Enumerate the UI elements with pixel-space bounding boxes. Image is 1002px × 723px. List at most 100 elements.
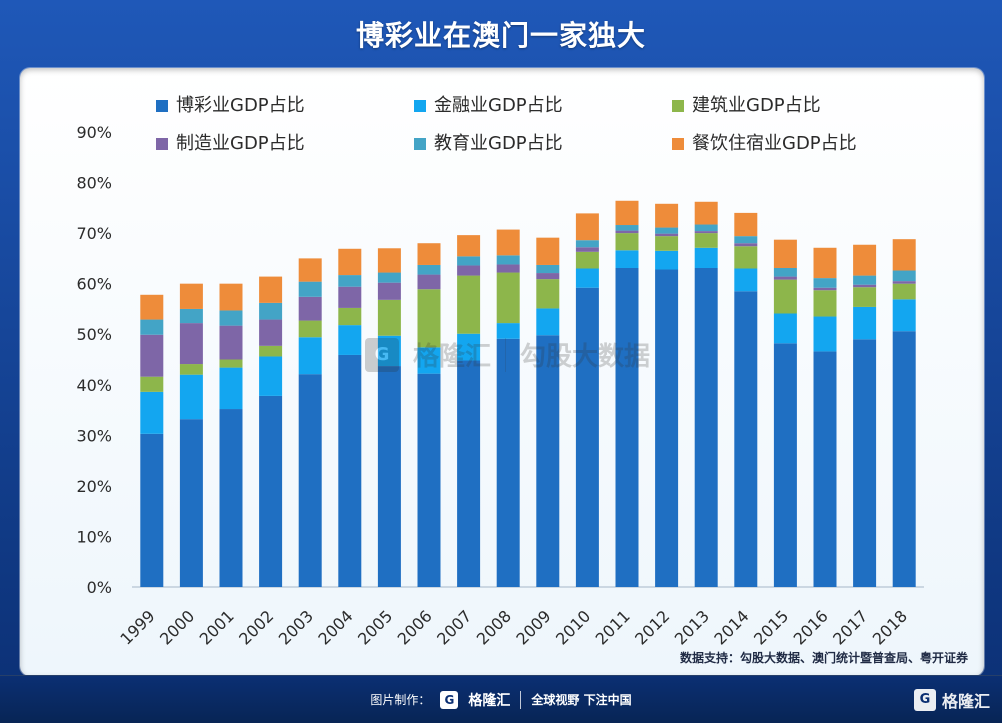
bar-segment [338,248,362,276]
bar-segment [179,283,203,309]
bar-segment [773,343,797,587]
bar-segment [219,325,243,360]
x-tick-label: 2002 [235,606,277,648]
bar-segment [773,239,797,268]
legend-label: 金融业GDP占比 [434,95,563,116]
header: 博彩业在澳门一家独大 [0,0,1002,68]
x-tick-label: 2016 [790,606,832,648]
bar-segment [813,287,837,291]
bar-segment [536,273,560,280]
x-tick-label: 2009 [512,606,554,648]
bar-segment [377,282,401,300]
bar-segment [655,250,679,270]
bar-segment [457,256,481,266]
bar-segment [417,274,441,290]
bar-segment [892,281,916,284]
bar-segment [457,265,481,276]
legend-swatch [156,138,168,150]
x-tick-label: 2004 [314,606,356,648]
bar-segment [734,291,758,587]
bar-segment [417,243,441,265]
bar-segment [892,239,916,271]
bar-segment [694,247,718,268]
bar-segment [377,272,401,283]
x-tick-label: 2013 [671,606,713,648]
bar-segment [813,351,837,587]
bar-segment [496,229,520,256]
bar-segment [219,409,243,587]
footer-center: 图片制作： G 格隆汇 全球视野 下注中国 [0,676,1002,723]
bar-segment [892,331,916,587]
bar-segment [338,286,362,308]
legend-label: 建筑业GDP占比 [692,95,821,116]
bar-segment [694,231,718,234]
bar-segment [457,235,481,257]
bar-segment [853,339,877,587]
bar-segment [219,283,243,311]
bar-segment [140,294,164,320]
bar-segment [298,320,322,338]
bar-segment [140,376,164,392]
bar-segment [813,290,837,317]
legend-swatch [414,138,426,150]
bar-segment [615,200,639,226]
bar-segment [734,212,758,237]
bar-segment [457,360,481,587]
bar-segment [773,279,797,314]
bar-segment [694,267,718,587]
bar-segment [496,338,520,587]
bar-segment [298,337,322,375]
bar-segment [655,269,679,587]
bar-segment [615,250,639,268]
bar-segment [259,356,283,396]
bar-segment [259,395,283,587]
bar-segment [259,319,283,346]
legend-label: 餐饮住宿业GDP占比 [692,133,857,154]
brand-name: 格隆汇 [468,692,511,709]
bar-segment [813,278,837,288]
bar-segment [377,248,401,273]
y-tick-label: 30% [76,426,112,445]
bar-segment [259,345,283,357]
y-tick-label: 90% [76,123,112,142]
bar-segment [853,275,877,285]
legend-label: 制造业GDP占比 [176,133,305,154]
bar-segment [853,244,877,276]
bar-segment [377,335,401,367]
bar-segment [773,267,797,277]
bar-segment [694,201,718,225]
bar-segment [338,354,362,587]
right-brand-name: 格隆汇 [941,691,990,711]
bar-segment [615,225,639,231]
bar-segment [179,419,203,587]
y-tick-label: 60% [76,275,112,294]
bar-segment [338,307,362,326]
bar-segment [377,299,401,336]
bar-segment [338,325,362,355]
bar-segment [298,258,322,282]
right-brand-logo-icon: G [913,688,936,711]
legend-swatch [156,100,168,112]
legend-swatch [672,138,684,150]
y-tick-label: 10% [76,527,112,546]
brand-logo-icon: G [440,690,459,709]
bar-segment [496,264,520,273]
chart-svg: 0%10%20%30%40%50%60%70%80%90%19992000200… [76,95,924,649]
y-tick-label: 40% [76,376,112,395]
y-tick-label: 20% [76,477,112,496]
bar-segment [575,240,599,248]
bar-segment [734,246,758,269]
bar-segment [575,247,599,252]
bar-segment [219,359,243,368]
bar-segment [655,203,679,228]
bar-segment [734,236,758,244]
x-tick-label: 2011 [592,606,634,648]
bar-segment [179,364,203,375]
bar-segment [179,308,203,324]
bar-segment [417,347,441,374]
x-tick-label: 2007 [433,606,475,648]
slogan: 全球视野 下注中国 [531,693,632,707]
bar-segment [694,233,718,248]
footer: 图片制作： G 格隆汇 全球视野 下注中国 G 格隆汇 [0,675,1002,723]
x-tick-label: 2010 [552,606,594,648]
